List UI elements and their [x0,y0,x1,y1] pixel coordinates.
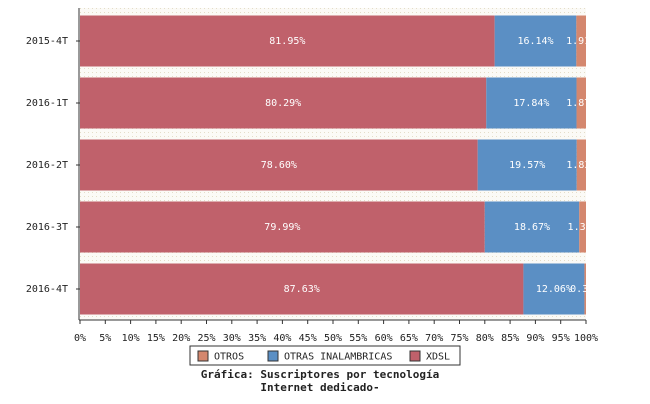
legend-swatch [409,350,421,362]
y-tick-label: 2015-4T [26,36,68,47]
bar-segment [477,139,577,191]
legend-items: OTROS OTRAS INALAMBRICAS XDSL [197,350,450,363]
x-tick-label: 25% [197,333,215,344]
bar-segment [523,263,585,315]
legend-label: OTRAS INALAMBRICAS [284,352,392,363]
value-label: 16.14% [517,36,553,47]
bar-segment [579,201,586,253]
value-label: 79.99% [264,222,300,233]
bar-segment [494,15,577,67]
bar-segment [80,77,487,129]
bar-segment [576,15,586,67]
x-tick-label: 55% [349,333,367,344]
x-tick-label: 35% [248,333,266,344]
legend-swatch [267,350,279,362]
value-label: 78.60% [261,160,297,171]
y-tick-label: 2016-1T [26,98,68,109]
x-tick-label: 15% [147,333,165,344]
legend [189,345,461,366]
x-tick-label: 30% [223,333,241,344]
bars: 81.95% 16.14% 1.91% 80.29% 17.84% 1.87% 78.60%… [80,15,600,315]
x-tick-label: 85% [501,333,519,344]
y-tick-label: 2016-3T [26,222,68,233]
x-tick-label: 95% [552,333,570,344]
legend-label: XDSL [426,352,450,363]
y-tick-label: 2016-4T [26,284,68,295]
x-tick-label: 100% [574,333,598,344]
x-tick-label: 65% [400,333,418,344]
bar-segment [80,139,478,191]
value-label: 1.87% [566,98,596,109]
bar-segment [584,263,586,315]
bar-segment [576,139,586,191]
x-tick-label: 40% [273,333,291,344]
value-label: 17.84% [513,98,549,109]
legend-label: OTROS [214,352,244,363]
value-label: 80.29% [265,98,301,109]
value-label: 12.06% [536,284,572,295]
bar-segment [80,15,495,67]
bar-segment [80,263,524,315]
bar-segment [576,77,586,129]
value-label: 1.34% [568,222,598,233]
bar-segment [484,201,580,253]
value-label: 87.63% [284,284,320,295]
x-tick-label: 60% [375,333,393,344]
x-tick-label: 20% [172,333,190,344]
bar-segment [486,77,577,129]
x-tick-label: 50% [324,333,342,344]
value-label: 0.31% [570,284,600,295]
value-label: 81.95% [269,36,305,47]
value-label: 1.91% [566,36,596,47]
chart-title: Gráfica: Suscriptores por tecnología [201,368,439,381]
bar-segment [80,201,485,253]
value-label: 1.83% [566,160,596,171]
x-tick-label: 80% [476,333,494,344]
x-tick-label: 10% [122,333,140,344]
x-tick-label: 5% [99,333,111,344]
legend-swatch [197,350,209,362]
value-label: 18.67% [514,222,550,233]
value-label: 19.57% [509,160,545,171]
y-tick-label: 2016-2T [26,160,68,171]
chart-title: Internet dedicado- [260,381,379,394]
x-tick-label: 75% [450,333,468,344]
x-tick-label: 70% [425,333,443,344]
x-tick-label: 45% [299,333,317,344]
x-tick-label: 90% [526,333,544,344]
x-tick-label: 0% [74,333,86,344]
